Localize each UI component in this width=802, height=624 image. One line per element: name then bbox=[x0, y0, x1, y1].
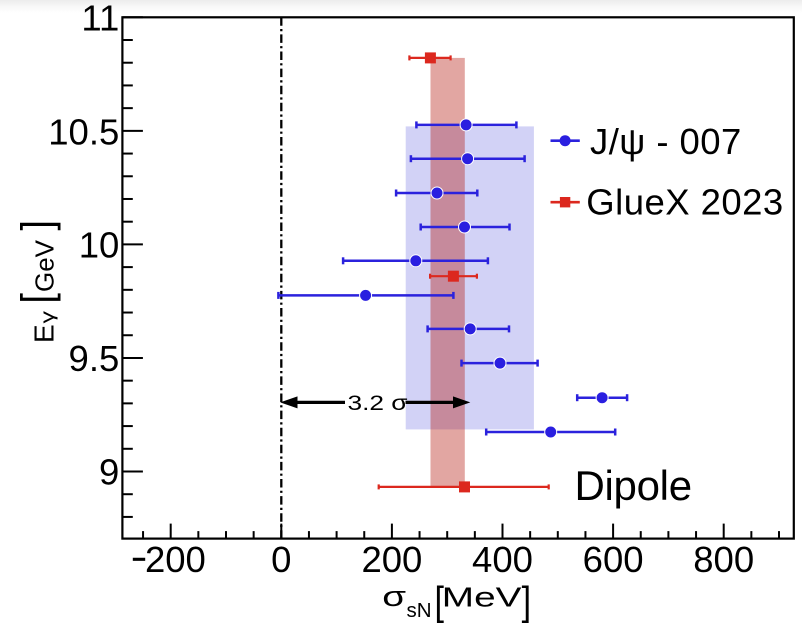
svg-text:10: 10 bbox=[79, 225, 120, 266]
svg-text:]: ] bbox=[522, 578, 531, 623]
svg-text:600: 600 bbox=[583, 539, 644, 580]
svg-text:γ: γ bbox=[37, 311, 58, 324]
svg-text:MeV: MeV bbox=[442, 583, 522, 613]
svg-text:J/ψ - 007: J/ψ - 007 bbox=[590, 121, 742, 162]
svg-text:200: 200 bbox=[361, 539, 422, 580]
svg-text:E: E bbox=[29, 324, 60, 343]
svg-text:200: 200 bbox=[145, 539, 206, 580]
svg-text:9.5: 9.5 bbox=[69, 338, 120, 379]
svg-text:sN: sN bbox=[407, 599, 432, 622]
svg-text:3.2 σ: 3.2 σ bbox=[348, 391, 408, 415]
svg-text:]: ] bbox=[12, 220, 62, 230]
svg-text:11: 11 bbox=[81, 0, 119, 38]
svg-text:9: 9 bbox=[99, 452, 119, 493]
svg-text:800: 800 bbox=[693, 539, 754, 580]
svg-text:σ: σ bbox=[382, 581, 406, 613]
svg-text:400: 400 bbox=[472, 539, 533, 580]
svg-text:GlueX 2023: GlueX 2023 bbox=[586, 182, 783, 223]
svg-text:Dipole: Dipole bbox=[575, 462, 692, 509]
svg-text:0: 0 bbox=[271, 539, 291, 580]
svg-text:10.5: 10.5 bbox=[48, 111, 119, 152]
svg-text:[: [ bbox=[435, 578, 445, 623]
svg-text:GeV: GeV bbox=[30, 239, 60, 292]
svg-text:[: [ bbox=[12, 293, 62, 304]
